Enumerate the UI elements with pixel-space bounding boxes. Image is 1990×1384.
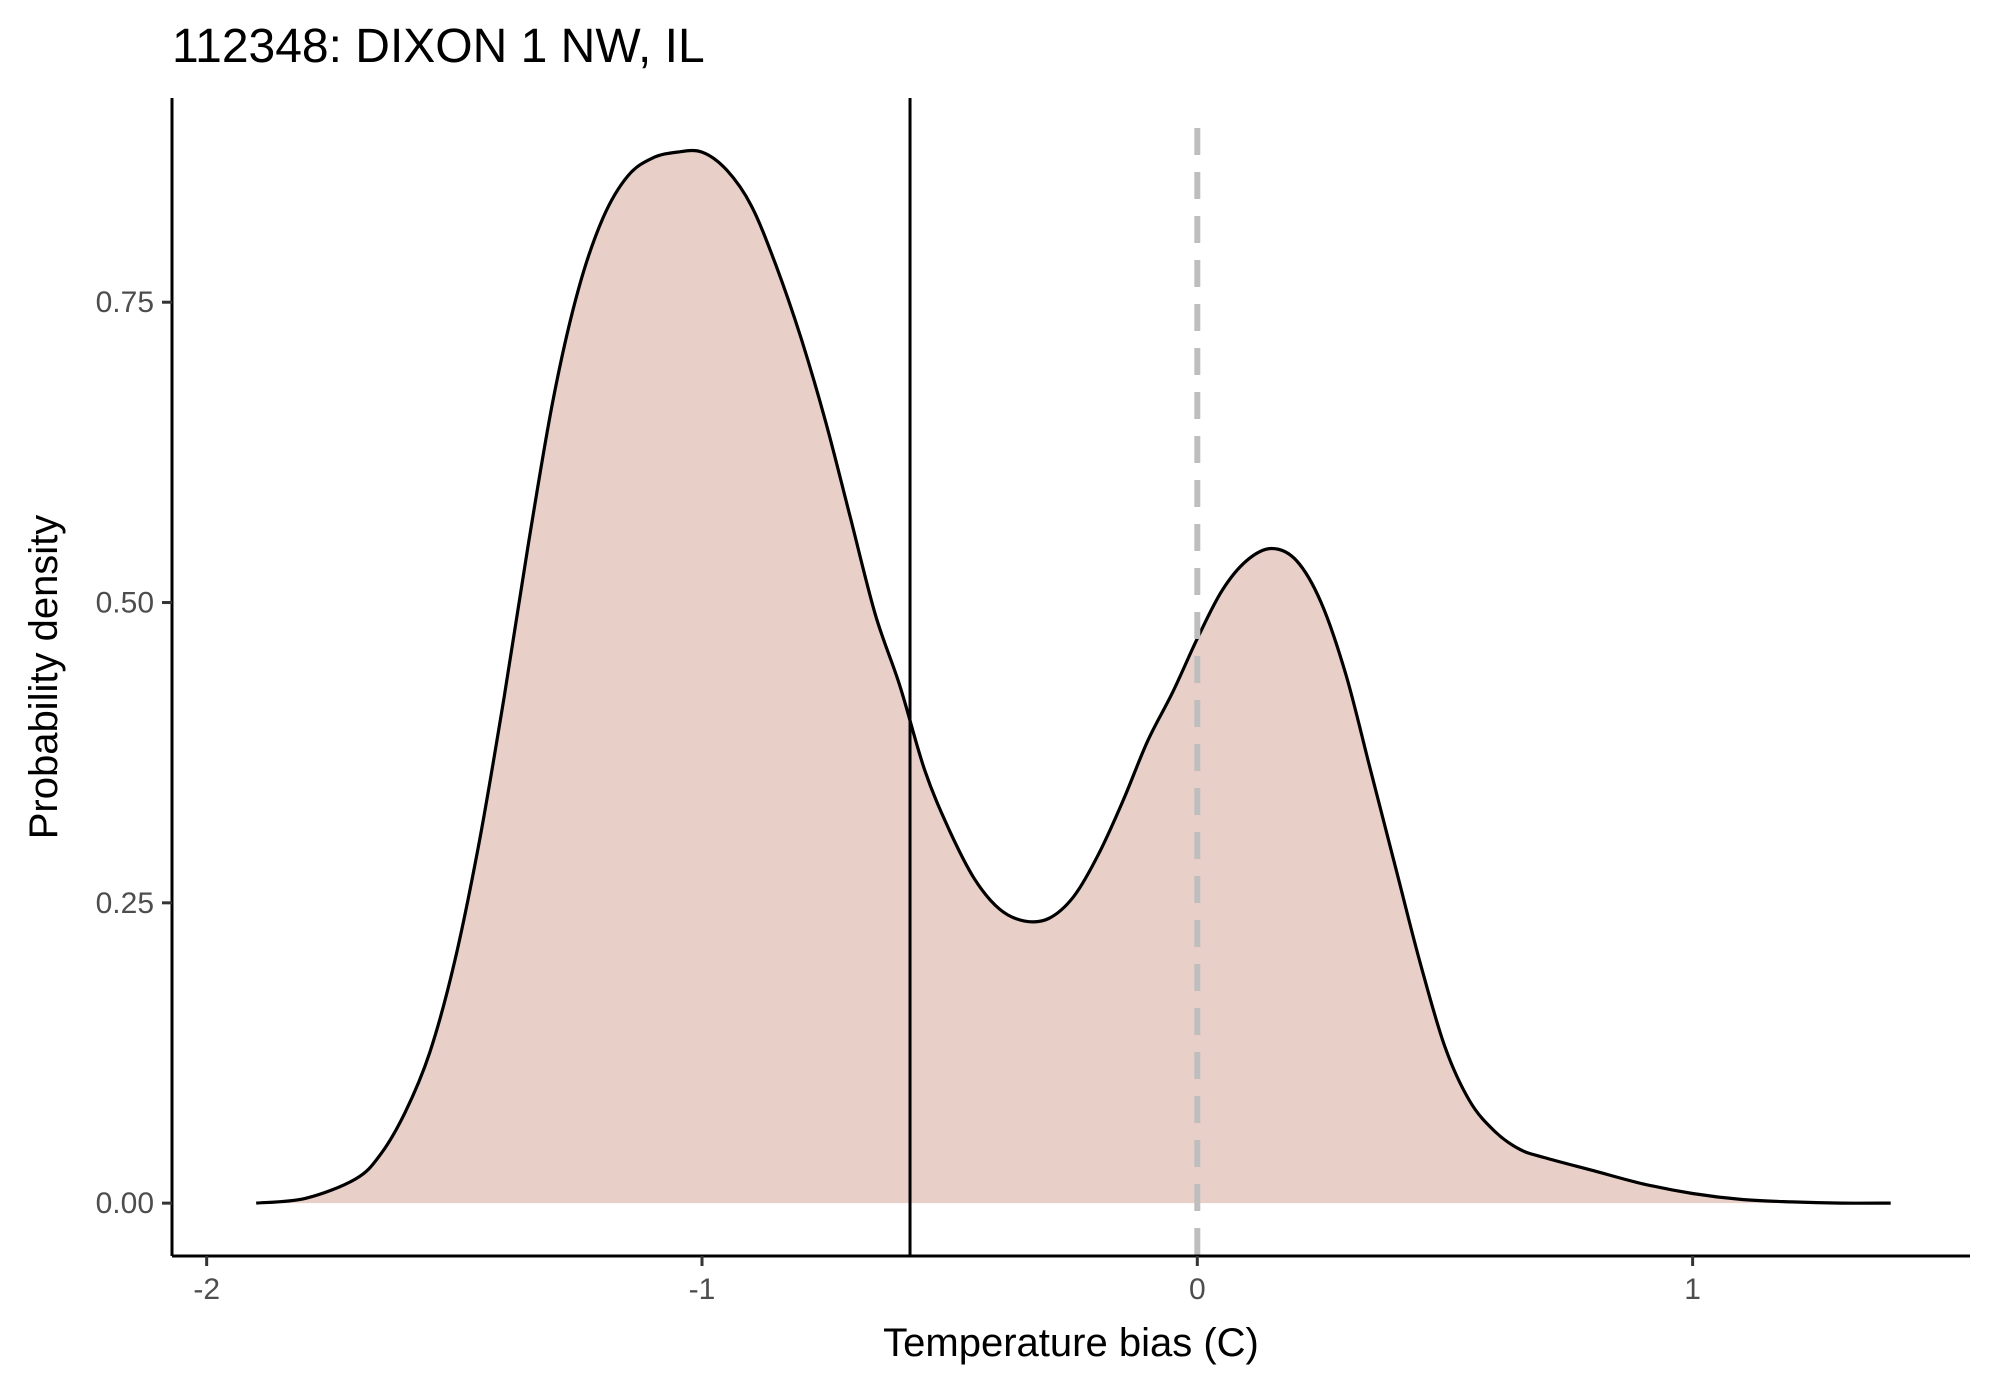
x-tick-label: -2: [193, 1273, 220, 1306]
density-area-0: [256, 150, 1891, 1204]
x-tick-label: 1: [1684, 1273, 1701, 1306]
chart-title: 112348: DIXON 1 NW, IL: [172, 20, 705, 73]
x-tick-label: -1: [689, 1273, 716, 1306]
y-tick-label: 0.50: [96, 587, 154, 620]
y-axis-ticks: 0.00 0.25 0.50 0.75: [96, 286, 172, 1220]
y-axis-title: Probability density: [22, 515, 66, 840]
plot-area: [256, 98, 1891, 1256]
density-line-0: [256, 148, 1891, 1205]
x-axis-title: Temperature bias (C): [883, 1321, 1259, 1365]
x-tick-label: 0: [1189, 1273, 1206, 1306]
y-tick-label: 0.25: [96, 887, 154, 920]
y-tick-label: 0.00: [96, 1187, 154, 1220]
y-tick-label: 0.75: [96, 286, 154, 319]
x-axis-ticks: -2 -1 0 1: [193, 1256, 1701, 1306]
